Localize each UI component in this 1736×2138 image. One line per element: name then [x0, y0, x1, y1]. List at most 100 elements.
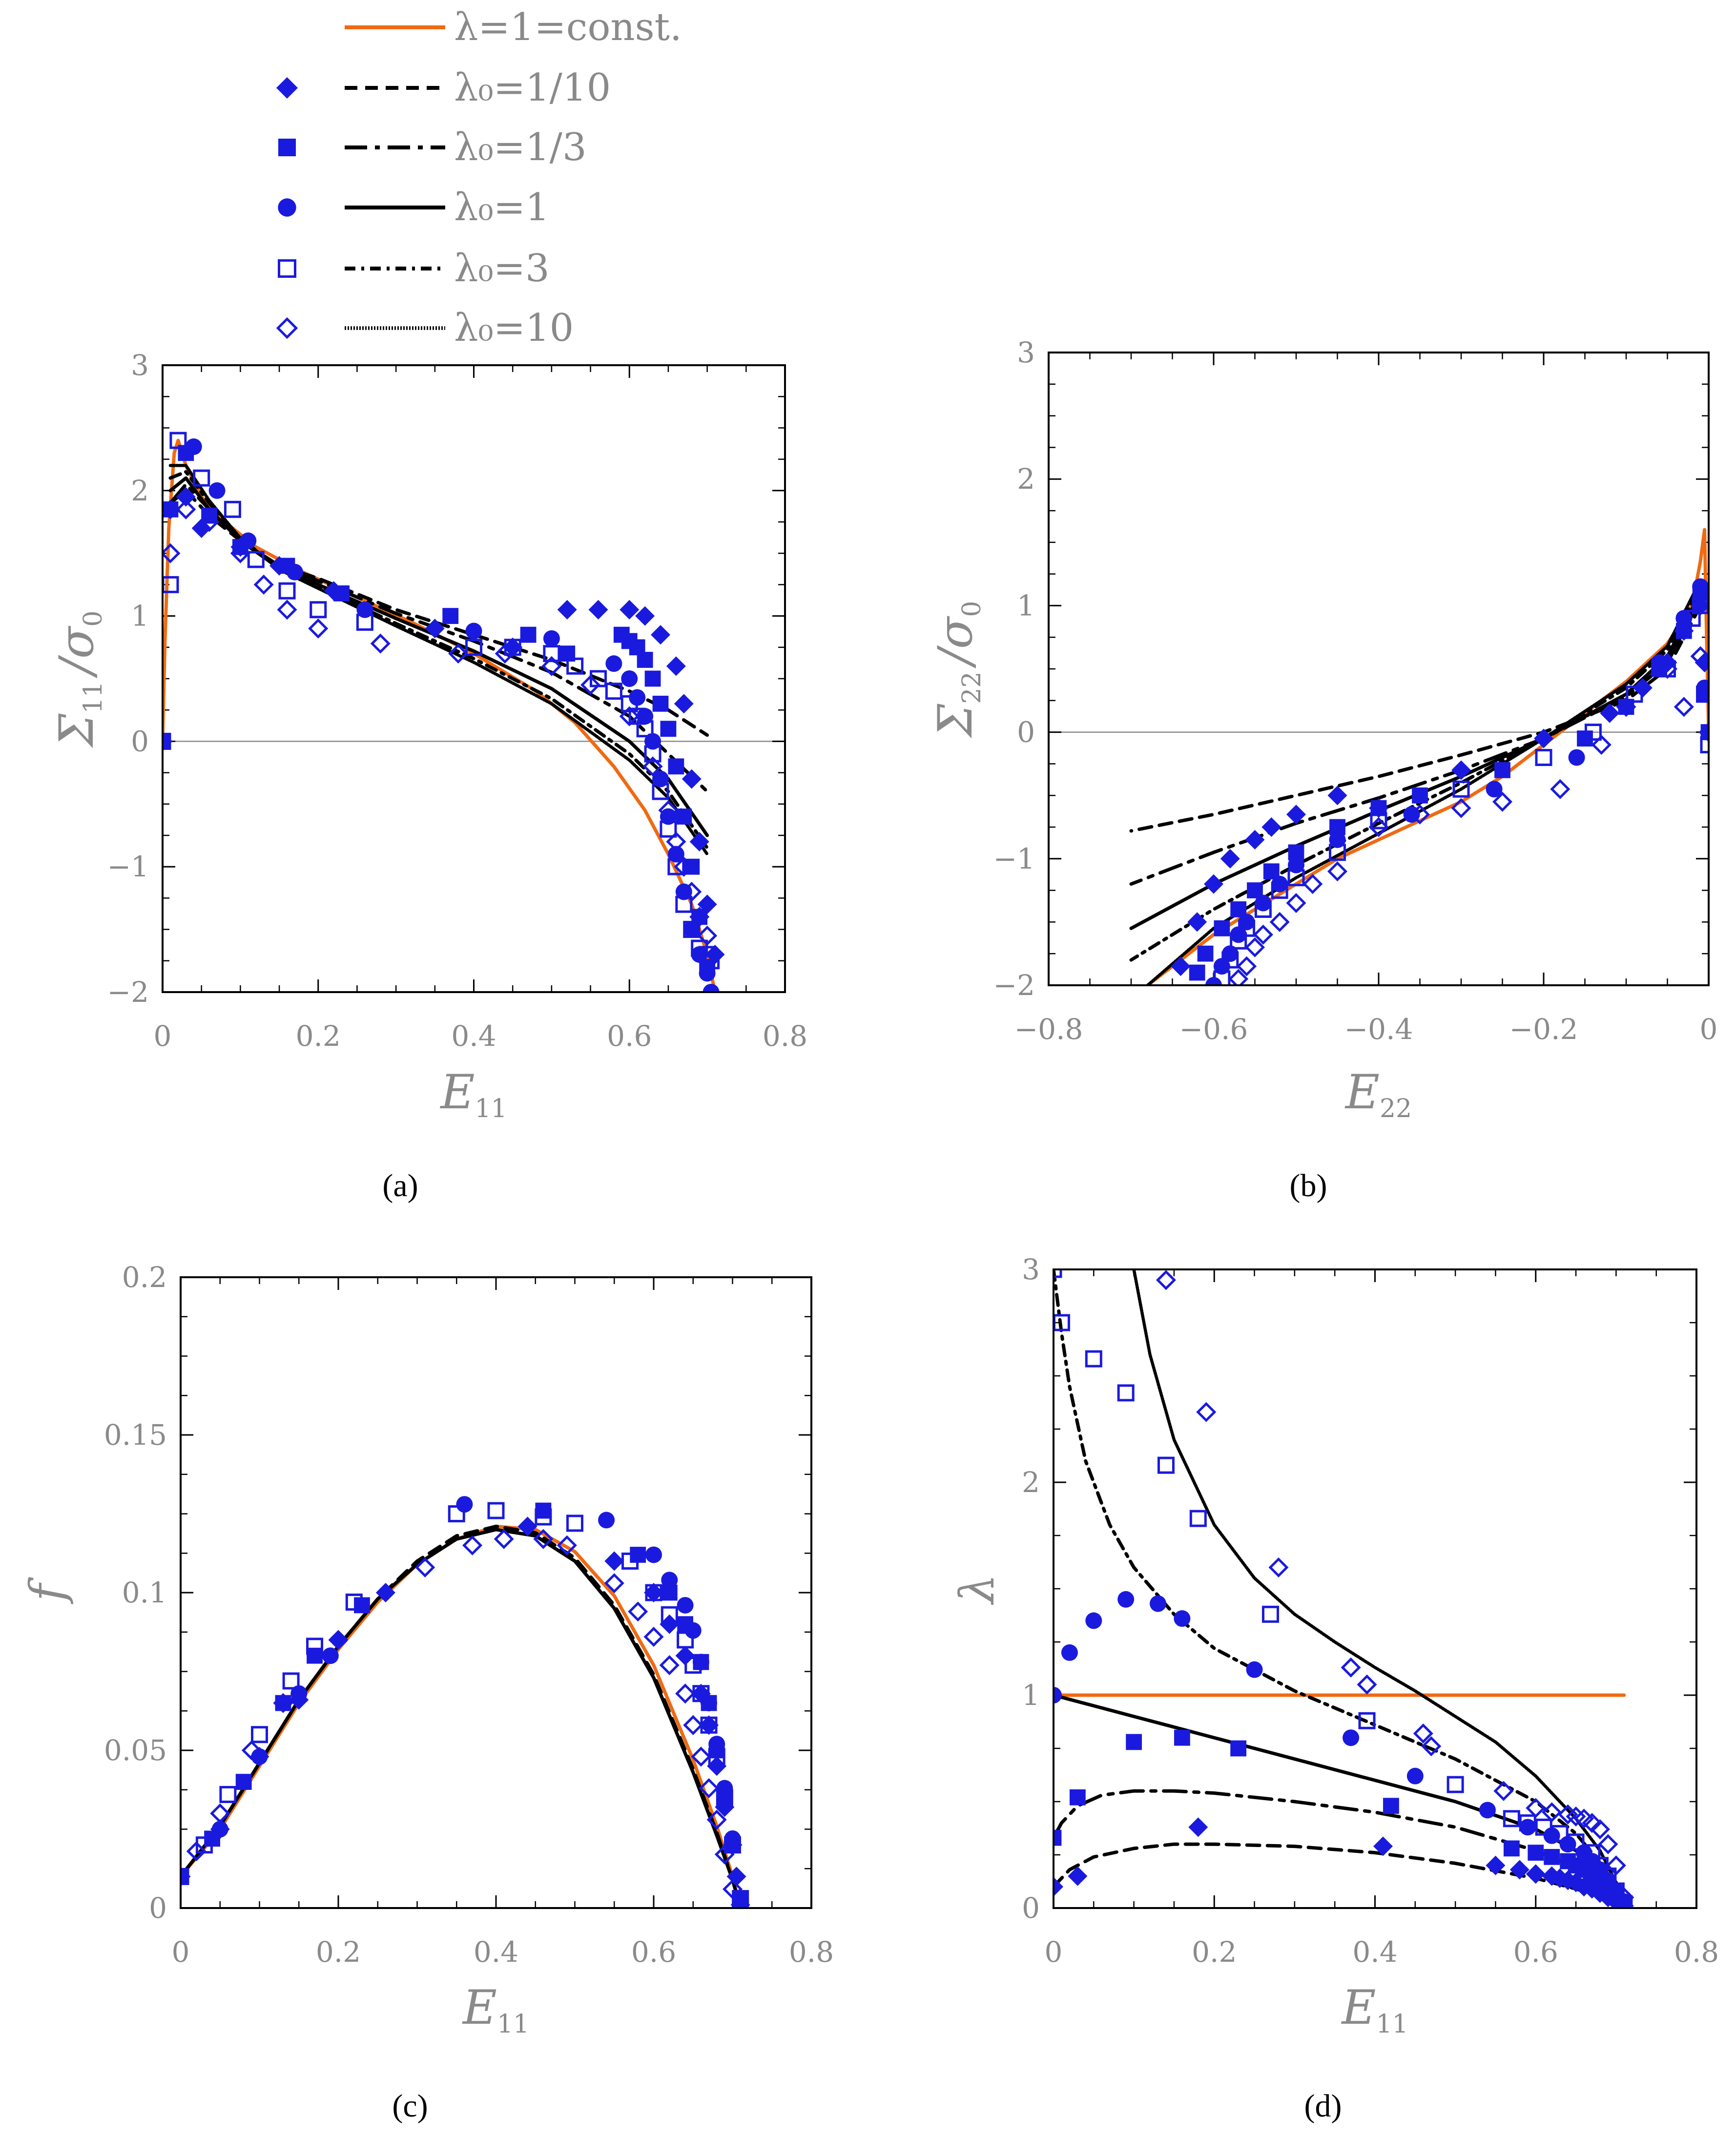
data-point — [1452, 780, 1470, 798]
data-point — [1535, 748, 1552, 766]
x-tick-label: 0.8 — [789, 1935, 834, 1969]
data-point — [1567, 1833, 1585, 1851]
series-line-3 — [168, 470, 709, 850]
data-point — [604, 1551, 624, 1571]
data-point — [580, 675, 601, 695]
ticks: 0 0.2 0.4 0.6 0.8 −2 −1 0 1 2 3 — [107, 349, 808, 1053]
y-tick-label: 0 — [131, 725, 149, 758]
legend-marker — [276, 77, 298, 99]
data-point — [1188, 1817, 1208, 1837]
data-point — [230, 543, 250, 563]
data-point — [235, 1774, 252, 1790]
data-point — [645, 1584, 662, 1601]
data-point — [1117, 1384, 1135, 1402]
plot-frame — [1048, 352, 1710, 986]
legend-label: λ₀=1/3 — [454, 125, 587, 169]
data-point — [224, 500, 241, 518]
data-point — [1447, 1776, 1464, 1793]
series-group — [1054, 1269, 1634, 1908]
y-tick-label: 0 — [1022, 1891, 1040, 1925]
y-tick-label: −1 — [107, 850, 149, 883]
y-tick-label: 0.05 — [104, 1734, 167, 1767]
data-point — [689, 831, 709, 851]
data-point — [644, 670, 661, 687]
data-point — [210, 1803, 230, 1824]
data-point — [677, 1631, 694, 1649]
plot-frame — [162, 364, 786, 993]
data-point — [1615, 1895, 1633, 1908]
y-tick-label: 1 — [1022, 1679, 1040, 1712]
x-tick-label: 0.4 — [474, 1935, 518, 1969]
x-tick-label: 0.6 — [631, 1935, 676, 1969]
data-point — [703, 984, 720, 992]
data-point — [185, 438, 202, 455]
data-point — [462, 1535, 483, 1556]
x-tick-label: 0.8 — [763, 1019, 807, 1053]
data-point — [701, 1695, 718, 1712]
data-point — [643, 1626, 664, 1647]
data-point — [1221, 951, 1239, 969]
y-tick-label: 1 — [131, 600, 149, 633]
x-tick-label: 0.4 — [1352, 1935, 1397, 1969]
data-point — [322, 1647, 339, 1664]
data-point — [181, 1866, 191, 1887]
data-point — [1526, 1798, 1546, 1818]
data-point — [1614, 1887, 1634, 1908]
data-point — [1600, 703, 1620, 723]
plot-frame — [180, 1276, 812, 1909]
data-point — [1534, 728, 1553, 748]
data-point — [415, 1557, 435, 1578]
data-point — [703, 952, 720, 970]
data-point — [176, 487, 196, 507]
data-point — [1544, 1848, 1560, 1865]
x-tick-label: 0 — [154, 1019, 172, 1053]
x-tick-label: 0.2 — [1192, 1935, 1237, 1969]
data-point — [1302, 874, 1323, 894]
data-point — [456, 1496, 473, 1513]
data-point — [308, 618, 329, 639]
data-point — [714, 1844, 735, 1865]
legend-label: λ₀=1 — [454, 186, 550, 229]
y-tick-label: 2 — [1022, 1466, 1040, 1499]
data-point — [1271, 882, 1288, 899]
data-point — [642, 756, 663, 777]
data-point — [1286, 893, 1306, 913]
data-point — [286, 563, 303, 581]
data-point — [1550, 779, 1571, 799]
x-axis-label: E11 — [462, 1980, 529, 2039]
ticks: 0 0.2 0.4 0.6 0.8 0 1 2 3 — [1022, 1253, 1719, 1969]
data-point — [307, 1647, 323, 1664]
data-point — [566, 657, 584, 675]
legend-item-1-3: λ₀=1/3 — [278, 125, 587, 169]
data-point — [1698, 722, 1709, 743]
data-point — [566, 1515, 583, 1532]
data-point — [619, 706, 640, 727]
data-point — [1245, 830, 1265, 850]
data-point — [193, 469, 210, 487]
data-point — [370, 633, 391, 654]
data-point — [661, 1606, 678, 1623]
data-point — [1230, 932, 1247, 950]
data-point — [1261, 1605, 1279, 1623]
data-point — [651, 625, 670, 645]
data-point — [1189, 964, 1205, 981]
legend-item-1-10: λ₀=1/10 — [276, 66, 611, 110]
data-point — [1261, 817, 1281, 837]
ticks: −0.8 −0.6 −0.4 −0.2 0 −2 −1 0 1 2 3 — [993, 336, 1718, 1046]
data-point — [1509, 1860, 1529, 1880]
data-point — [1189, 1510, 1207, 1527]
data-point — [716, 1789, 733, 1806]
y-axis-label: Σ22/σ0 — [928, 601, 987, 738]
data-point — [1150, 1595, 1167, 1612]
legend-item-1-const: λ=1=const. — [345, 5, 682, 49]
data-point — [620, 600, 640, 620]
data-point — [208, 482, 226, 499]
data-point — [635, 606, 655, 626]
data-point — [1406, 1767, 1424, 1785]
data-point — [675, 1646, 695, 1666]
x-tick-label: 0.4 — [451, 1019, 496, 1053]
data-point — [1373, 1836, 1393, 1856]
data-point — [707, 1756, 727, 1776]
x-tick-label: 0 — [172, 1935, 190, 1969]
